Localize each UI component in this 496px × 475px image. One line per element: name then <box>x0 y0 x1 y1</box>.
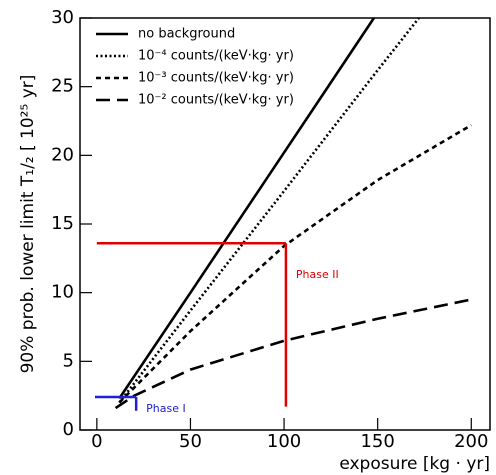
legend-label: no background <box>138 27 235 42</box>
y-tick-label: 25 <box>51 76 74 97</box>
legend-label: 10⁻³ counts/(keV·kg· yr) <box>138 71 294 86</box>
series-line <box>118 17 376 400</box>
x-tick-label: 200 <box>454 431 488 452</box>
series-line <box>118 17 420 404</box>
legend-label: 10⁻² counts/(keV·kg· yr) <box>138 93 294 108</box>
y-tick-label: 5 <box>63 350 74 371</box>
x-tick-label: 150 <box>360 431 394 452</box>
y-tick-label: 15 <box>51 213 74 234</box>
y-tick-label: 30 <box>51 7 74 28</box>
series-line <box>114 298 472 410</box>
y-tick-label: 10 <box>51 282 74 303</box>
x-tick-label: 50 <box>179 431 202 452</box>
y-tick-label: 20 <box>51 144 74 165</box>
y-axis-label: 90% prob. lower limit T₁/₂ [ 10²⁵ yr] <box>18 75 38 374</box>
annotation-label: Phase II <box>296 268 339 281</box>
annotation-label: Phase I <box>146 402 186 415</box>
x-tick-label: 0 <box>91 431 102 452</box>
y-tick-label: 0 <box>63 419 74 440</box>
legend-label: 10⁻⁴ counts/(keV·kg· yr) <box>138 49 294 64</box>
x-axis-label: exposure [kg · yr] <box>339 454 490 474</box>
series-line <box>118 123 472 404</box>
x-tick-label: 100 <box>267 431 301 452</box>
